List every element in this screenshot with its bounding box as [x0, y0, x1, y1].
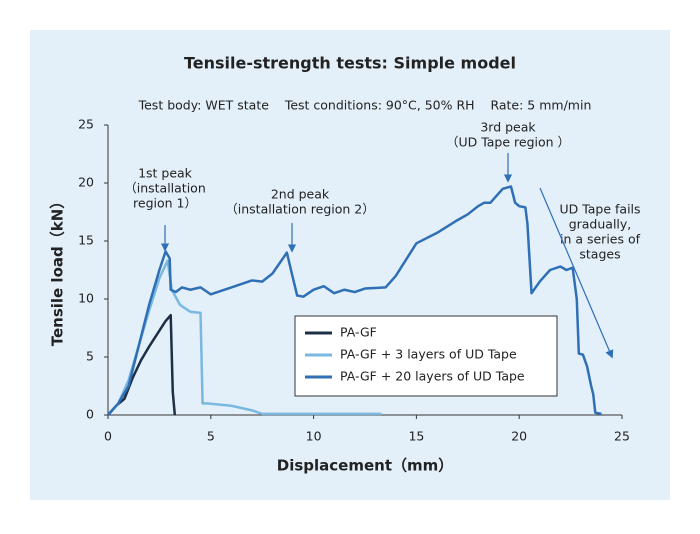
legend-label: PA-GF [340, 325, 377, 340]
annotation: （installation [124, 181, 206, 196]
legend-label: PA-GF + 3 layers of UD Tape [340, 347, 517, 362]
annotation: UD Tape fails [559, 202, 640, 217]
x-tick-label: 5 [207, 429, 215, 444]
annotation: region 1） [133, 196, 197, 211]
annotation: （installation region 2） [225, 202, 374, 217]
x-tick-label: 25 [614, 429, 630, 444]
x-tick-label: 10 [306, 429, 322, 444]
x-axis-label: Displacement（mm） [277, 457, 454, 475]
annotation: 1st peak [138, 166, 193, 181]
y-tick-label: 10 [78, 291, 94, 306]
y-tick-label: 15 [78, 233, 94, 248]
y-tick-label: 25 [78, 117, 94, 132]
chart-title: Tensile-strength tests: Simple model [184, 54, 516, 73]
y-tick-label: 5 [86, 349, 94, 364]
x-tick-label: 0 [104, 429, 112, 444]
y-tick-label: 20 [78, 175, 94, 190]
annotation: gradually, [569, 217, 632, 232]
panel [30, 30, 670, 500]
data-line [107, 313, 177, 416]
legend-box [294, 315, 558, 397]
legend-label: PA-GF + 20 layers of UD Tape [340, 369, 525, 384]
annotation: stages [579, 247, 620, 262]
annotation: in a series of [560, 232, 641, 247]
annotation-arrow [539, 187, 614, 359]
x-tick-label: 20 [511, 429, 527, 444]
y-tick-label: 0 [86, 407, 94, 422]
annotation: 3rd peak [480, 120, 536, 135]
x-tick-label: 15 [408, 429, 424, 444]
annotation: 2nd peak [271, 187, 330, 202]
annotation: （UD Tape region ） [446, 135, 570, 150]
subtitle: Test body: WET state Test conditions: 90… [138, 98, 592, 113]
data-line [107, 185, 602, 416]
y-axis-label: Tensile load（kN） [49, 194, 67, 347]
